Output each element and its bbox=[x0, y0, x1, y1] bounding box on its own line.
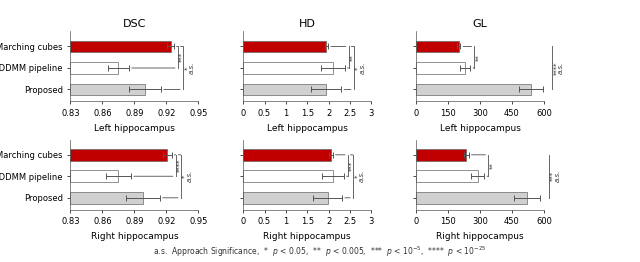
Bar bbox=[243, 149, 331, 161]
Text: a.s.: a.s. bbox=[554, 170, 561, 182]
Text: *: * bbox=[184, 66, 190, 70]
Text: **: ** bbox=[476, 54, 481, 61]
Title: GL: GL bbox=[472, 19, 488, 29]
Text: a.s.: a.s. bbox=[557, 62, 564, 74]
Bar bbox=[70, 62, 118, 74]
Bar bbox=[243, 192, 328, 204]
Bar bbox=[416, 149, 466, 161]
X-axis label: Right hippocampus: Right hippocampus bbox=[436, 232, 524, 241]
Title: DSC: DSC bbox=[123, 19, 146, 29]
X-axis label: Right hippocampus: Right hippocampus bbox=[91, 232, 178, 241]
Text: a.s.: a.s. bbox=[186, 170, 193, 182]
Text: ***: *** bbox=[550, 171, 556, 181]
Bar bbox=[416, 192, 527, 204]
Text: a.s.: a.s. bbox=[189, 62, 195, 74]
Text: **: ** bbox=[350, 54, 356, 61]
Text: *: * bbox=[354, 174, 360, 178]
Text: **: ** bbox=[490, 162, 495, 169]
Bar bbox=[416, 84, 531, 95]
Title: HD: HD bbox=[299, 19, 316, 29]
Bar bbox=[243, 84, 326, 95]
Text: a.s.  Approach Significance,  *  $p$ < 0.05,  **  $p$ < 0.005,  ***  $p$ < 10$^{: a.s. Approach Significance, * $p$ < 0.05… bbox=[153, 245, 487, 259]
Text: ****: **** bbox=[177, 159, 183, 172]
Bar bbox=[70, 170, 118, 182]
Text: ****: **** bbox=[553, 61, 559, 75]
Text: *: * bbox=[355, 66, 361, 70]
Bar bbox=[70, 149, 168, 161]
Bar bbox=[416, 170, 478, 182]
Bar bbox=[70, 192, 143, 204]
Bar bbox=[70, 41, 171, 52]
Bar bbox=[416, 41, 459, 52]
Bar bbox=[243, 41, 326, 52]
Bar bbox=[416, 62, 465, 74]
Text: a.s.: a.s. bbox=[360, 62, 365, 74]
Bar bbox=[243, 62, 333, 74]
X-axis label: Left hippocampus: Left hippocampus bbox=[267, 123, 348, 133]
X-axis label: Left hippocampus: Left hippocampus bbox=[94, 123, 175, 133]
Text: ***: *** bbox=[179, 52, 185, 62]
X-axis label: Right hippocampus: Right hippocampus bbox=[264, 232, 351, 241]
Text: a.s.: a.s. bbox=[358, 170, 365, 182]
Bar bbox=[70, 84, 145, 95]
X-axis label: Left hippocampus: Left hippocampus bbox=[440, 123, 520, 133]
Text: *: * bbox=[182, 174, 188, 178]
Text: ***: *** bbox=[349, 160, 355, 171]
Bar bbox=[243, 170, 333, 182]
